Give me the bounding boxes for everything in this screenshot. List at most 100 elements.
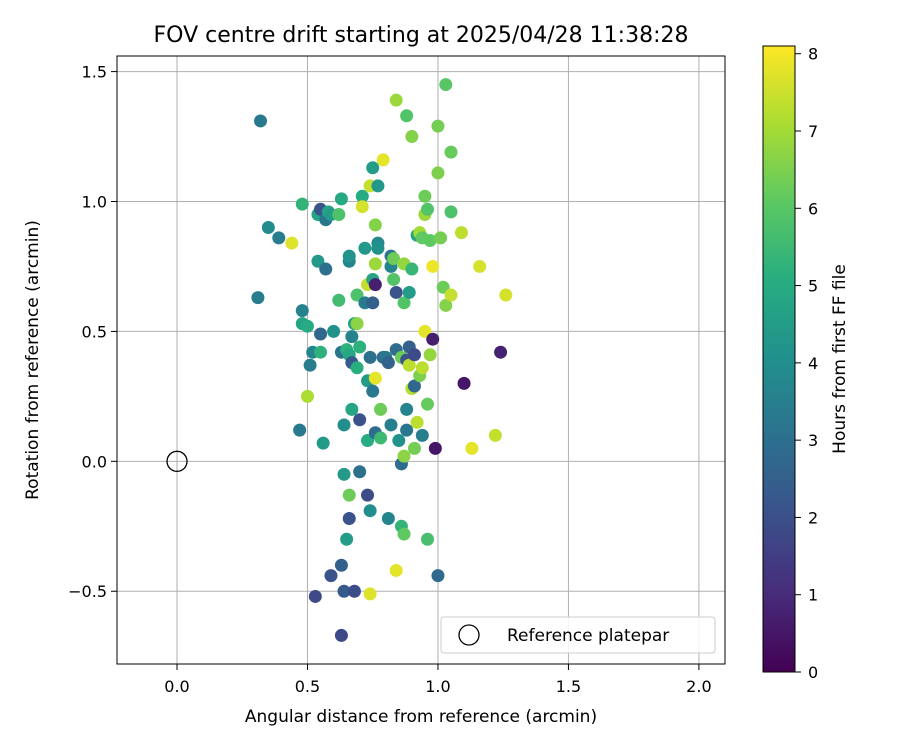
data-point [353, 340, 367, 354]
data-point [350, 317, 364, 331]
colorbar-tick-label: 5 [808, 277, 818, 296]
data-point [407, 441, 421, 455]
data-point [332, 293, 346, 307]
x-tick-label: 2.0 [686, 677, 711, 696]
data-point [499, 288, 513, 302]
data-point [431, 166, 445, 180]
legend-reference-label: Reference platepar [507, 626, 669, 646]
data-point [316, 436, 330, 450]
data-point [389, 563, 403, 577]
legend: Reference platepar [440, 616, 716, 654]
colorbar-tick-label: 4 [808, 354, 818, 373]
data-point [300, 319, 314, 333]
data-point [400, 109, 414, 123]
data-point [363, 350, 377, 364]
data-point [397, 527, 411, 541]
data-point [374, 402, 388, 416]
data-point [345, 330, 359, 344]
data-point [361, 488, 375, 502]
data-point [402, 285, 416, 299]
grid [117, 56, 725, 664]
data-points [251, 78, 513, 642]
data-point [374, 431, 388, 445]
data-point [327, 324, 341, 338]
data-point [376, 153, 390, 167]
y-axis-ticks: −0.5 0.0 0.5 1.0 1.5 [68, 63, 117, 601]
data-point [347, 584, 361, 598]
y-tick-label: 1.5 [82, 63, 107, 82]
data-point [421, 532, 435, 546]
data-point [418, 189, 432, 203]
data-point [444, 288, 458, 302]
y-tick-label: 0.5 [82, 322, 107, 341]
y-axis-label: Rotation from reference (arcmin) [23, 220, 43, 500]
data-point [295, 304, 309, 318]
data-point [353, 465, 367, 479]
x-axis-label: Angular distance from reference (arcmin) [245, 707, 597, 727]
colorbar-label: Hours from first FF file [830, 264, 850, 454]
data-point [423, 233, 437, 247]
x-tick-label: 0.5 [295, 677, 320, 696]
data-point [426, 332, 440, 346]
data-point [428, 441, 442, 455]
data-point [340, 532, 354, 546]
data-point [400, 423, 414, 437]
data-point [402, 358, 416, 372]
data-point [389, 93, 403, 107]
data-point [368, 257, 382, 271]
colorbar-tick-label: 6 [808, 199, 818, 218]
colorbar-tick-label: 0 [808, 663, 818, 682]
y-tick-label: 0.0 [82, 452, 107, 471]
data-point [454, 226, 468, 240]
data-point [387, 272, 401, 286]
data-point [334, 628, 348, 642]
data-point [363, 587, 377, 601]
data-point [368, 278, 382, 292]
colorbar-tick-label: 2 [808, 508, 818, 527]
data-point [387, 252, 401, 266]
data-point [415, 361, 429, 375]
data-point [488, 428, 502, 442]
data-point [421, 202, 435, 216]
data-point [405, 262, 419, 276]
reference-marker [166, 450, 188, 472]
data-point [261, 220, 275, 234]
data-point [444, 145, 458, 159]
legend-reference-marker [458, 624, 480, 646]
y-tick-label: −0.5 [68, 582, 107, 601]
data-point [251, 291, 265, 305]
data-point [368, 218, 382, 232]
data-point [355, 189, 369, 203]
data-point [324, 569, 338, 583]
data-point [371, 179, 385, 193]
data-point [366, 296, 380, 310]
plot-frame [116, 55, 726, 665]
colorbar-ticks: 0 1 2 3 4 5 6 7 8 [795, 45, 818, 682]
data-point [254, 114, 268, 128]
data-point [314, 345, 328, 359]
data-point [384, 418, 398, 432]
data-point [494, 345, 508, 359]
x-tick-label: 0.0 [164, 677, 189, 696]
data-point [415, 428, 429, 442]
data-point [337, 418, 351, 432]
data-point [337, 467, 351, 481]
data-point [308, 589, 322, 603]
x-tick-label: 1.0 [425, 677, 450, 696]
data-point [334, 192, 348, 206]
data-point [371, 241, 385, 255]
data-point [334, 558, 348, 572]
data-point [358, 241, 372, 255]
data-point [389, 285, 403, 299]
y-tick-label: 1.0 [82, 193, 107, 212]
colorbar-tick-label: 8 [808, 45, 818, 64]
data-point [434, 231, 448, 245]
data-point [381, 356, 395, 370]
legend-box [440, 616, 716, 654]
data-point [465, 441, 479, 455]
data-point [353, 413, 367, 427]
data-point [295, 197, 309, 211]
data-point [319, 262, 333, 276]
data-point [303, 358, 317, 372]
